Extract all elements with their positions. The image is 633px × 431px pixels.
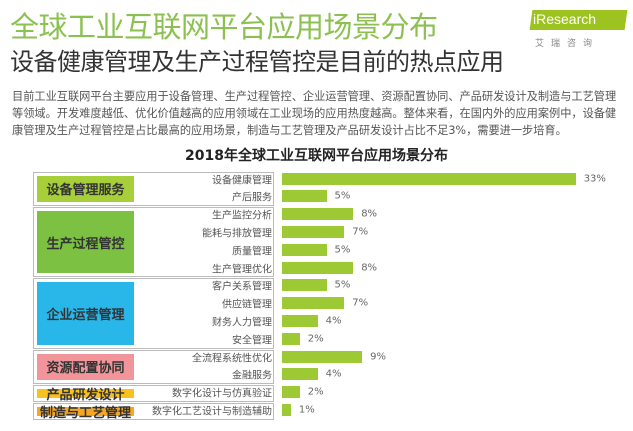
data-label: 5% [334,244,351,256]
bar [282,297,345,310]
bar [282,261,354,274]
bar [282,403,291,416]
bar [282,225,345,238]
row-label: 数字化设计与仿真验证 [172,388,272,400]
row-label: 数字化工艺设计与制造辅助 [152,406,272,418]
data-label: 5% [334,279,351,291]
data-label: 4% [325,368,342,380]
row-label: 财务人力管理 [212,317,272,329]
category-label: 制造与工艺管理 [37,406,134,421]
iresearch-logo: iResearch 艾瑞咨询 [521,8,631,58]
bar [282,314,318,327]
bar [282,190,327,203]
category-label: 设备管理服务 [37,175,134,203]
chart-title: 2018年全球工业互联网平台应用场景分布 [185,148,448,164]
row-label: 安全管理 [232,335,272,347]
page-title: 全球工业互联网平台应用场景分布 [10,10,438,44]
row-label: 生产监控分析 [212,210,272,222]
bar [282,368,318,381]
data-label: 7% [352,297,369,309]
row-label: 全流程系统性优化 [192,353,272,364]
data-label: 2% [307,386,324,398]
data-label: 1% [298,404,315,416]
category-label: 产品研发设计 [37,388,134,403]
data-label: 2% [307,333,324,345]
category-group: 企业运营管理 [33,278,274,349]
data-label: 7% [352,226,369,238]
bar [282,332,300,345]
bar [282,243,327,256]
logo-cn: 艾瑞咨询 [535,39,600,49]
bar [282,279,327,292]
category-label: 生产过程管控 [37,211,134,274]
data-label: 5% [334,190,351,202]
bar [282,386,300,399]
category-group: 资源配置协同 [33,349,274,385]
category-group: 生产过程管控 [33,207,274,278]
data-label: 9% [370,351,386,362]
row-label: 供应链管理 [222,299,272,311]
logo-brand: iResearch [533,11,597,27]
category-group: 产品研发设计 [33,385,274,403]
row-label: 设备健康管理 [212,175,272,186]
bar [282,208,354,221]
bar [282,350,363,363]
row-label: 客户关系管理 [212,281,272,293]
row-label: 金融服务 [232,370,272,382]
category-label: 资源配置协同 [37,353,134,381]
data-label: 8% [361,208,378,220]
row-label: 生产管理优化 [212,264,272,275]
category-group: 设备管理服务 [33,171,274,207]
bar [282,172,576,185]
row-label: 产后服务 [232,192,272,204]
row-label: 质量管理 [232,246,272,258]
description-paragraph: 目前工业互联网平台主要应用于设备管理、生产过程管控、企业运营管理、资源配置协同、… [12,90,617,137]
category-label: 企业运营管理 [37,282,134,345]
category-group: 制造与工艺管理 [33,403,274,421]
page-subtitle: 设备健康管理及生产过程管控是目前的热点应用 [10,48,504,76]
row-label: 能耗与排放管理 [202,228,272,240]
data-label: 8% [361,262,378,273]
data-label: 4% [325,315,342,327]
data-label: 33% [583,173,606,184]
